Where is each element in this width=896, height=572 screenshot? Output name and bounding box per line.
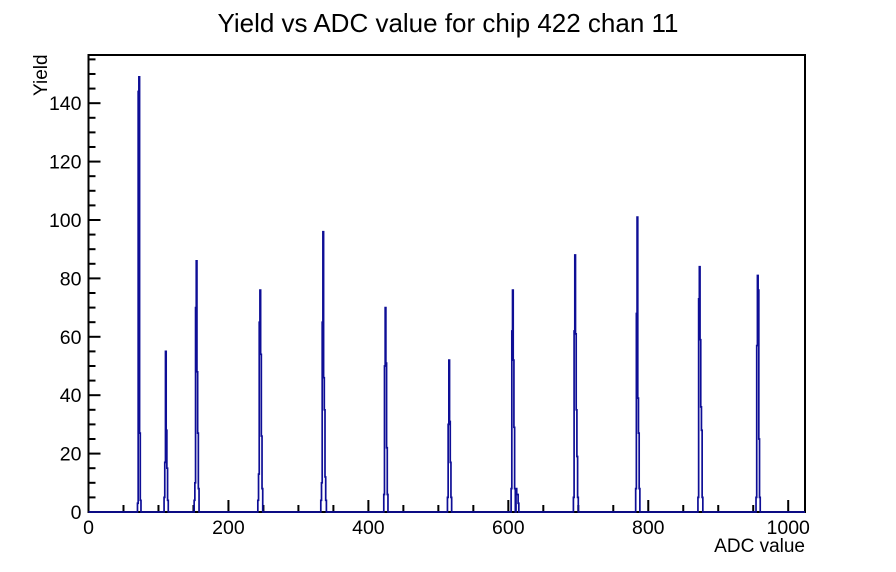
x-tick-label: 400 [352,517,385,539]
x-tick-label: 800 [632,517,665,539]
x-tick-label: 0 [83,517,94,539]
y-tick-label: 60 [60,327,82,349]
y-tick-label: 40 [60,385,82,407]
x-axis-title: ADC value [714,536,805,557]
y-tick-label: 80 [60,268,82,290]
y-tick-label: 0 [71,502,82,524]
chart-title: Yield vs ADC value for chip 422 chan 11 [217,8,679,38]
y-tick-label: 100 [49,210,82,232]
x-tick-label: 600 [492,517,525,539]
x-tick-label: 1000 [767,517,811,539]
x-tick-label: 200 [212,517,245,539]
y-tick-label: 140 [49,93,82,115]
y-tick-label: 20 [60,444,82,466]
histogram-line [88,76,805,513]
y-tick-label: 120 [49,152,82,174]
